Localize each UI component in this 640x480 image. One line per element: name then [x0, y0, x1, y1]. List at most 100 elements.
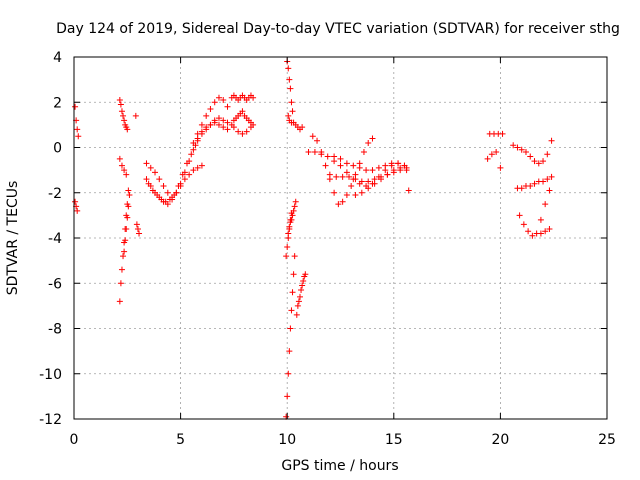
data-point [116, 298, 123, 305]
data-point [542, 201, 549, 208]
data-point [72, 198, 79, 205]
data-point [291, 203, 298, 210]
data-point [365, 178, 372, 185]
data-point [132, 112, 139, 119]
data-point [156, 176, 163, 183]
series-sat-p [228, 108, 257, 128]
data-point [123, 225, 130, 232]
data-points [72, 58, 555, 420]
series-sat-aa [331, 153, 412, 194]
data-point [121, 117, 128, 124]
data-point [250, 94, 257, 101]
data-point [121, 248, 128, 255]
data-point [388, 160, 395, 167]
data-point [230, 124, 237, 131]
data-point [239, 108, 246, 115]
data-point [134, 225, 141, 232]
data-point [198, 121, 205, 128]
data-point [531, 158, 538, 165]
data-point [299, 124, 306, 131]
series-sat-h [133, 221, 143, 237]
data-point [337, 155, 344, 162]
data-point [179, 171, 186, 178]
data-point [358, 189, 365, 196]
data-point [284, 393, 291, 400]
data-point [286, 76, 293, 83]
series-sat-b [72, 198, 81, 214]
data-point [181, 176, 188, 183]
data-point [123, 171, 130, 178]
data-point [120, 112, 127, 119]
data-point [247, 124, 254, 131]
data-point [339, 173, 346, 180]
data-point [190, 146, 197, 153]
series-sat-r [283, 253, 298, 420]
data-point [542, 228, 549, 235]
data-point [365, 185, 372, 192]
data-point [133, 221, 140, 228]
data-point [540, 158, 547, 165]
data-point [190, 139, 197, 146]
data-point [339, 198, 346, 205]
data-point [124, 126, 131, 133]
series-sat-g [132, 112, 139, 119]
series-sat-ag [516, 187, 553, 239]
data-point [215, 94, 222, 101]
data-point [207, 106, 214, 113]
data-point [405, 187, 412, 194]
series-sat-u [283, 210, 295, 260]
data-point [493, 149, 500, 156]
y-tick-label: -10 [39, 367, 62, 383]
series-sat-ah [537, 225, 553, 237]
data-point [74, 126, 81, 133]
data-point [198, 162, 205, 169]
y-tick-label: -6 [48, 276, 62, 292]
data-point [147, 164, 154, 171]
data-point [540, 178, 547, 185]
data-point [118, 266, 125, 273]
data-point [239, 130, 246, 137]
data-point [343, 160, 350, 167]
data-point [224, 119, 231, 126]
data-point [382, 162, 389, 169]
data-point [365, 139, 372, 146]
x-tick-label: 0 [70, 432, 79, 448]
data-point [527, 182, 534, 189]
data-point [211, 117, 218, 124]
data-point [535, 160, 542, 167]
data-point [287, 325, 294, 332]
data-point [186, 171, 193, 178]
data-point [284, 244, 291, 251]
data-point [296, 293, 303, 300]
data-point [294, 302, 301, 309]
y-tick-labels: -12 -10 -8 -6 -4 -2 0 2 4 [39, 50, 62, 428]
data-point [293, 311, 300, 318]
data-point [171, 192, 178, 199]
series-sat-af [514, 173, 555, 192]
data-point [283, 253, 290, 260]
data-point [211, 99, 218, 106]
y-tick-label: 2 [53, 95, 62, 111]
data-point [356, 164, 363, 171]
data-point [309, 133, 316, 140]
data-point [290, 271, 297, 278]
data-point [295, 298, 302, 305]
data-point [302, 271, 309, 278]
data-point [525, 228, 532, 235]
data-point [333, 173, 340, 180]
data-point [326, 171, 333, 178]
data-point [369, 167, 376, 174]
series-sat-k [145, 142, 199, 205]
grid-lines [74, 57, 607, 419]
data-point [546, 225, 553, 232]
series-sat-ae [510, 137, 555, 167]
data-point [118, 162, 125, 169]
y-tick-label: 4 [53, 50, 62, 66]
data-point [203, 126, 210, 133]
data-point [518, 185, 525, 192]
data-point [352, 192, 359, 199]
data-point [175, 182, 182, 189]
data-point [544, 176, 551, 183]
data-point [537, 216, 544, 223]
